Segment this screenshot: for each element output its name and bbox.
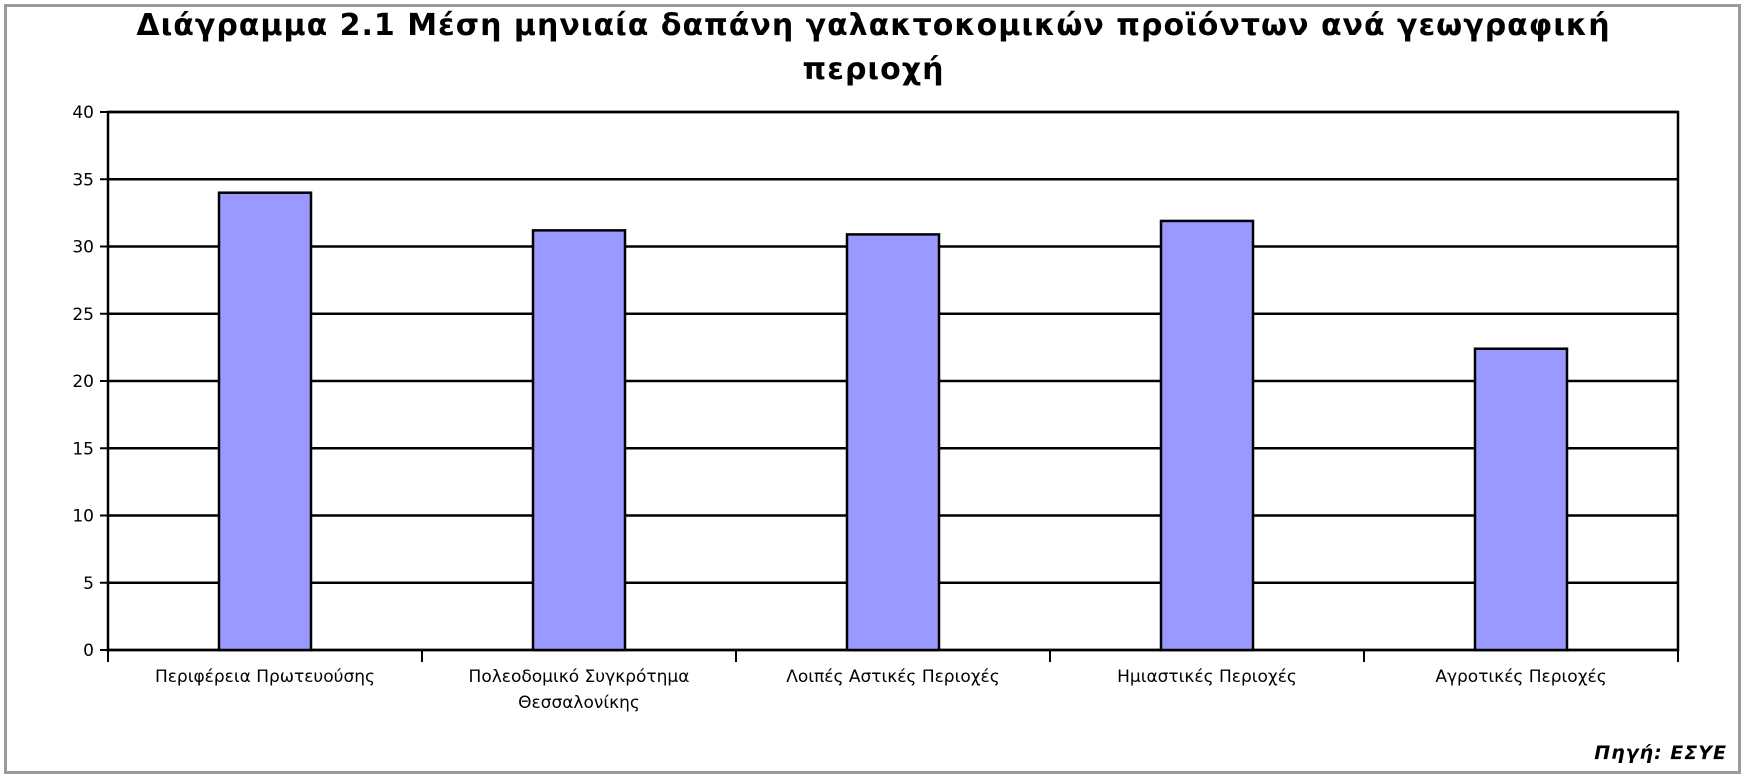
category-label-2-line-1: Πολεοδομικό Συγκρότημα: [469, 667, 690, 687]
category-label-5: Αγροτικές Περιοχές: [1435, 667, 1606, 687]
chart-title: Διάγραμμα 2.1 Μέση μηνιαία δαπάνη γαλακτ…: [0, 4, 1747, 92]
y-tick-label-15: 15: [72, 439, 94, 459]
bar-1: [217, 191, 313, 652]
y-tick-label-35: 35: [72, 170, 94, 190]
category-label-4: Ημιαστικές Περιοχές: [1117, 667, 1297, 687]
y-tick-label-0: 0: [83, 641, 94, 661]
y-tick-label-25: 25: [72, 305, 94, 325]
y-tick-label-5: 5: [83, 574, 94, 594]
y-tick-label-20: 20: [72, 372, 94, 392]
source-note: Πηγή: ΕΣΥΕ: [1594, 742, 1727, 764]
y-tick-label-40: 40: [72, 103, 94, 123]
y-tick-label-10: 10: [72, 507, 94, 527]
bar-2: [531, 229, 627, 652]
chart-title-line-1: Διάγραμμα 2.1 Μέση μηνιαία δαπάνη γαλακτ…: [136, 8, 1611, 43]
bar-4: [1159, 219, 1255, 652]
category-label-3: Λοιπές Αστικές Περιοχές: [786, 667, 999, 687]
category-label-2-line-2: Θεσσαλονίκης: [518, 693, 640, 713]
chart-title-line-2: περιοχή: [802, 52, 945, 87]
bar-3: [845, 233, 941, 652]
y-tick-label-30: 30: [72, 238, 94, 258]
bar-5: [1473, 347, 1569, 652]
category-label-1: Περιφέρεια Πρωτευούσης: [155, 667, 375, 687]
